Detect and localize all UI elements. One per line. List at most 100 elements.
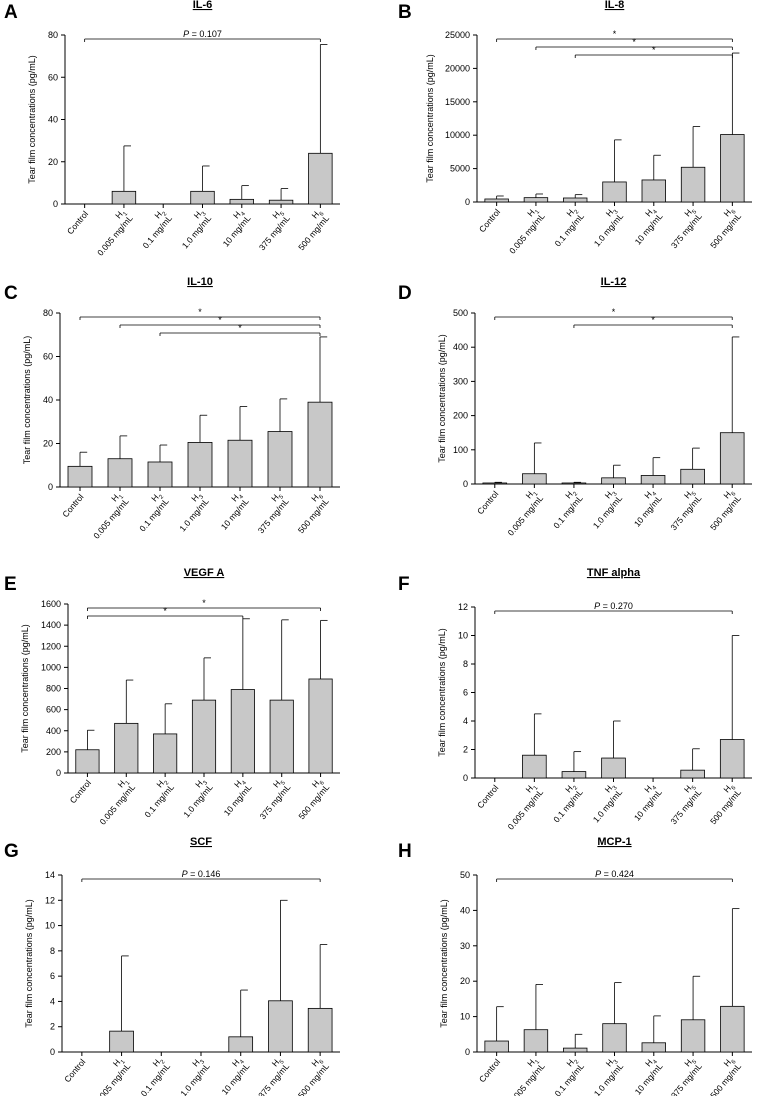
category-subscript: 2 <box>164 780 171 787</box>
y-tick-label: 1000 <box>41 662 61 672</box>
bar <box>680 468 705 485</box>
category-name: H <box>524 489 536 500</box>
p-letter: P <box>595 869 601 879</box>
category-subscript: 2 <box>160 1059 167 1066</box>
category-dose: 375 mg/mL <box>257 213 292 252</box>
bar <box>680 166 706 203</box>
bar <box>307 1007 333 1053</box>
category-name: H <box>643 1057 655 1068</box>
y-tick-label: 60 <box>43 352 53 362</box>
y-tick-label: 10000 <box>445 130 470 140</box>
category-label: H20.1 mg/mL <box>543 486 585 530</box>
bar <box>719 432 745 485</box>
bar <box>563 197 588 203</box>
y-tick-label: 40 <box>460 905 470 915</box>
bar <box>523 197 549 203</box>
bar <box>153 733 178 774</box>
y-tick-label: 80 <box>43 308 53 318</box>
y-tick-label: 1200 <box>41 641 61 651</box>
y-tick-label: 4 <box>463 716 468 726</box>
p-letter: P <box>182 869 188 879</box>
category-subscript: 5 <box>692 1059 699 1066</box>
category-name: H <box>309 492 321 503</box>
bar <box>308 678 333 774</box>
category-dose: 375 mg/mL <box>668 493 703 532</box>
category-label: H6500 mg/mL <box>288 1054 331 1096</box>
y-tick-label: 400 <box>453 342 468 352</box>
category-subscript: 6 <box>319 211 326 218</box>
bar <box>640 475 666 485</box>
category-label: Control <box>60 492 85 520</box>
panel-letter: B <box>398 2 412 23</box>
bar <box>269 699 294 774</box>
panel-letter: G <box>4 841 19 862</box>
category-label: H20.1 mg/mL <box>133 206 175 250</box>
category-label: H31.0 mg/mL <box>169 489 211 533</box>
y-tick-label: 1400 <box>41 620 61 630</box>
bar <box>602 181 627 203</box>
category-label: H410 mg/mL <box>624 486 664 528</box>
category-label: H6500 mg/mL <box>288 489 331 535</box>
category-name: H <box>310 778 322 789</box>
p-value: = 0.146 <box>188 869 221 879</box>
category-subscript: 6 <box>731 785 738 792</box>
y-tick-label: 0 <box>463 773 468 783</box>
y-tick-label: 600 <box>46 705 61 715</box>
significance-label: P = 0.424 <box>595 869 634 879</box>
category-name: H <box>722 1057 734 1068</box>
category-label: H20.1 mg/mL <box>545 1054 587 1096</box>
category-name: H <box>642 783 654 794</box>
chart-panel-a: A IL-6 0 20 40 60 80 Tear film concentrations (… <box>4 0 340 258</box>
significance-label: P = 0.107 <box>183 29 222 39</box>
bar <box>680 769 705 779</box>
bar <box>191 699 217 774</box>
category-subscript: 4 <box>652 209 659 216</box>
category-subscript: 3 <box>613 209 620 216</box>
category-dose: 500 mg/mL <box>708 787 743 826</box>
significance-label: * <box>613 29 617 39</box>
category-subscript: 3 <box>198 494 205 501</box>
category-label: H410 mg/mL <box>214 775 254 817</box>
category-name: H <box>563 783 575 794</box>
category-name: H <box>682 489 694 500</box>
category-name: H <box>642 489 654 500</box>
y-tick-label: 1600 <box>41 599 61 609</box>
bar <box>484 198 509 203</box>
category-subscript: 3 <box>613 1059 620 1066</box>
category-label: Control <box>62 1057 87 1085</box>
category-subscript: 2 <box>572 785 579 792</box>
category-dose: 500 mg/mL <box>708 211 743 250</box>
category-label: Control <box>477 207 502 235</box>
chart-panel-e: E VEGF A 0 200 400 600 800 1000 1200 1400 1600 Tear… <box>4 567 340 827</box>
category-subscript: 4 <box>652 785 659 792</box>
category-label: H6500 mg/mL <box>700 486 743 532</box>
y-tick-label: 2 <box>463 745 468 755</box>
category-subscript: 6 <box>318 494 325 501</box>
category-name: H <box>309 1057 321 1068</box>
bar <box>719 739 745 779</box>
category-name: H <box>525 207 537 218</box>
category-label: H10.005 mg/mL <box>499 1054 547 1096</box>
p-letter: P <box>594 601 600 611</box>
bar <box>561 482 587 485</box>
category-name: H <box>271 778 283 789</box>
category-subscript: 4 <box>240 211 247 218</box>
category-name: H <box>604 1057 616 1068</box>
panel-letter: A <box>4 2 18 23</box>
bar <box>641 1042 666 1053</box>
category-name: H <box>109 492 121 503</box>
bar <box>720 134 745 203</box>
significance-label: * <box>202 598 206 608</box>
category-label: H5375 mg/mL <box>248 1054 291 1096</box>
p-value: = 0.107 <box>189 29 222 39</box>
category-label: H10.005 mg/mL <box>498 780 546 832</box>
category-dose: 500 mg/mL <box>296 782 331 821</box>
category-label: H10.005 mg/mL <box>498 486 546 538</box>
category-subscript: 5 <box>691 491 698 498</box>
category-subscript: 6 <box>731 209 738 216</box>
category-dose: 0.005 mg/mL <box>507 211 547 256</box>
category-name: H <box>604 207 616 218</box>
y-axis-title: Tear film concentrations (pg/mL) <box>439 899 449 1028</box>
category-dose: 0.005 mg/mL <box>91 496 131 541</box>
